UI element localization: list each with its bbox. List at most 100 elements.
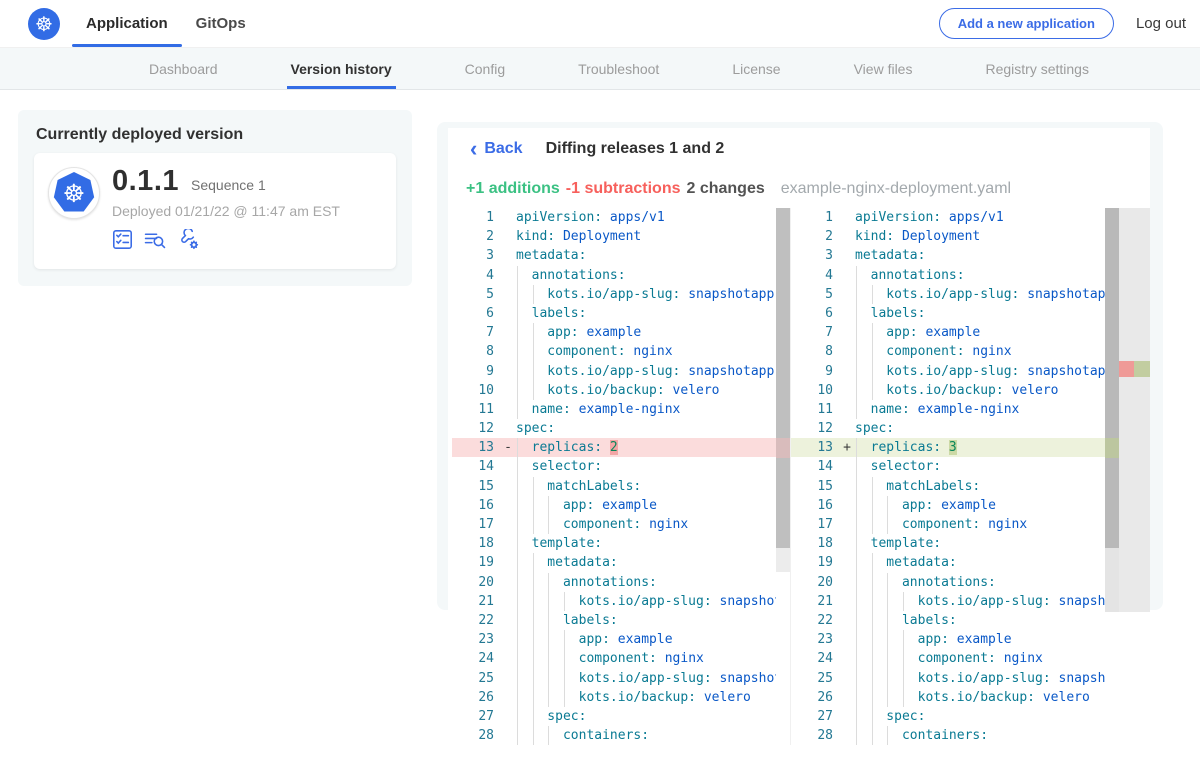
- topnav-tab-gitops[interactable]: GitOps: [195, 15, 246, 32]
- diff-sign: [839, 669, 855, 688]
- diff-sign: [839, 630, 855, 649]
- line-number: 28: [478, 728, 494, 744]
- code-text: spec:: [855, 421, 895, 437]
- diff-panel: [448, 128, 1150, 748]
- diff-overview-ruler[interactable]: [1119, 208, 1150, 612]
- line-number: 4: [825, 267, 833, 283]
- diff-line: 28 containers:: [791, 726, 1105, 746]
- code-text: labels:: [855, 303, 1105, 324]
- line-number: 8: [825, 344, 833, 360]
- subnav-item-dashboard[interactable]: Dashboard: [149, 60, 218, 77]
- line-number: 19: [478, 555, 494, 571]
- line-number: 15: [817, 478, 833, 494]
- code-text: kots.io/app-slug: snapshotap: [855, 591, 1105, 611]
- line-number: 26: [817, 689, 833, 705]
- subnav-item-config[interactable]: Config: [464, 60, 506, 77]
- code-text: metadata:: [516, 248, 587, 264]
- diff-line: 13- replicas: 2: [452, 438, 776, 458]
- diff-line: 2 kind: Deployment: [791, 227, 1105, 246]
- diff-sign: [839, 362, 855, 381]
- code-text: replicas: 3: [855, 438, 1105, 458]
- diff-line: 23 app: example: [452, 630, 776, 650]
- diff-sign: [839, 304, 855, 323]
- diff-line: 22 labels:: [452, 610, 776, 631]
- subnav-item-license[interactable]: License: [732, 60, 781, 77]
- right-scrollbar-insert-mark: [1105, 438, 1119, 458]
- diff-line: 7 app: example: [452, 323, 776, 343]
- subnav-item-registry-settings[interactable]: Registry settings: [985, 60, 1089, 77]
- diff-sign: [500, 323, 516, 342]
- line-number: 16: [478, 497, 494, 513]
- diff-pane-modified[interactable]: 1 apiVersion: apps/v1 2 kind: Deployment 3 me…: [790, 208, 1105, 746]
- right-scrollbar-thumb[interactable]: [1105, 208, 1119, 548]
- diff-line: 9 kots.io/app-slug: snapshotapp-mu: [452, 361, 776, 381]
- diff-line: 4 annotations:: [452, 265, 776, 285]
- code-text: kots.io/app-slug: snapshotap: [855, 668, 1105, 688]
- diff-sign: [500, 457, 516, 476]
- code-text: kots.io/app-slug: snapshotapp-mu: [855, 284, 1105, 304]
- code-text: metadata:: [855, 553, 1105, 573]
- diff-sign: [500, 592, 516, 611]
- left-scrollbar-thumb[interactable]: [776, 208, 790, 548]
- diff-sign: [500, 688, 516, 707]
- code-text: replicas: 2: [516, 438, 776, 458]
- line-number: 24: [478, 651, 494, 667]
- diff-sign: [500, 573, 516, 592]
- line-number: 13: [817, 440, 833, 456]
- currently-deployed-card: Currently deployed version ☸ 0.1.1 Seque…: [18, 110, 412, 286]
- line-number: 3: [486, 248, 494, 264]
- diff-line: 19 metadata:: [452, 553, 776, 573]
- diff-sign: [839, 688, 855, 707]
- diff-sign: [839, 496, 855, 515]
- diff-sign: [839, 611, 855, 630]
- line-number: 1: [825, 210, 833, 225]
- code-text: app: example: [855, 630, 1105, 650]
- topnav-tab-application[interactable]: Application: [72, 0, 182, 47]
- diff-line: 25 kots.io/app-slug: snapshotap: [791, 668, 1105, 688]
- code-text: selector:: [855, 457, 1105, 477]
- diff-sign: [500, 246, 516, 265]
- code-text: spec:: [516, 421, 556, 437]
- diff-line: 5 kots.io/app-slug: snapshotapp-mu: [452, 284, 776, 304]
- add-application-button[interactable]: Add a new application: [938, 8, 1114, 39]
- diff-line: 1 apiVersion: apps/v1: [452, 208, 776, 227]
- subnav-item-view-files[interactable]: View files: [853, 60, 913, 77]
- diff-sign: [500, 285, 516, 304]
- diff-sign: [839, 534, 855, 553]
- diff-line: 17 component: nginx: [791, 515, 1105, 535]
- diff-sign: [500, 553, 516, 572]
- app-subnav: Dashboard Version history Config Troublesho…: [0, 48, 1200, 90]
- diff-sign: [500, 669, 516, 688]
- code-text: metadata:: [516, 553, 776, 573]
- back-link[interactable]: ‹ Back: [470, 138, 523, 160]
- subnav-item-troubleshoot[interactable]: Troubleshoot: [578, 60, 660, 77]
- logout-link[interactable]: Log out: [1135, 15, 1186, 32]
- diff-sign: -: [504, 440, 512, 456]
- diff-line: 10 kots.io/backup: velero: [791, 380, 1105, 400]
- diff-sign: [500, 630, 516, 649]
- code-text: app: example: [855, 323, 1105, 343]
- line-number: 12: [478, 421, 494, 437]
- line-number: 25: [817, 670, 833, 686]
- preflight-checks-icon[interactable]: [112, 229, 133, 250]
- diff-pane-original[interactable]: 1 apiVersion: apps/v1 2 kind: Deployment 3 me…: [452, 208, 776, 746]
- line-number: 5: [486, 286, 494, 302]
- edit-config-icon[interactable]: [178, 229, 200, 250]
- diff-line: 11 name: example-nginx: [452, 399, 776, 420]
- line-number: 14: [478, 459, 494, 475]
- diff-line: 14 selector:: [452, 457, 776, 477]
- deploy-logs-icon[interactable]: [144, 229, 167, 250]
- diff-sign: [500, 477, 516, 496]
- diff-line: 20 annotations:: [452, 572, 776, 592]
- line-number: 16: [817, 497, 833, 513]
- diff-sign: [839, 707, 855, 726]
- kubernetes-wheel-icon: ☸: [35, 12, 53, 36]
- diff-sign: [839, 592, 855, 611]
- diff-line: 6 labels:: [452, 303, 776, 324]
- diff-line: 24 component: nginx: [452, 649, 776, 669]
- code-text: component: nginx: [516, 342, 776, 362]
- code-text: apiVersion: apps/v1: [516, 210, 665, 225]
- sequence-label: Sequence 1: [191, 177, 266, 193]
- subnav-item-version-history[interactable]: Version history: [286, 48, 396, 89]
- left-scrollbar-delete-mark: [776, 438, 790, 458]
